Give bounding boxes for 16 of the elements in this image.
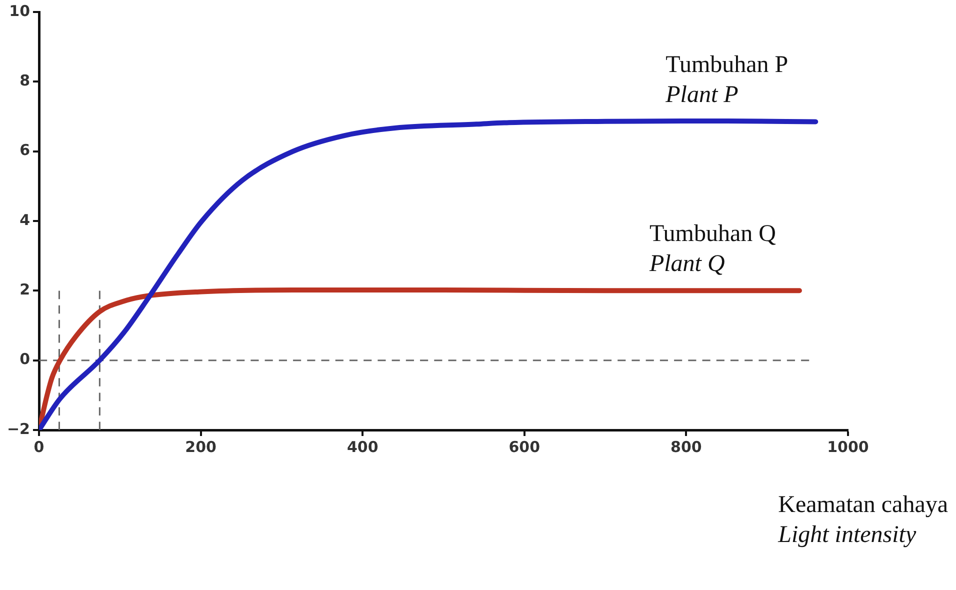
x-tick-label: 400 — [346, 438, 378, 456]
x-tick-label: 800 — [670, 438, 702, 456]
x-axis-title: Keamatan cahaya Light intensity — [778, 491, 948, 550]
x-tick-label: 600 — [508, 438, 540, 456]
x-tick-label: 1000 — [827, 438, 869, 456]
y-tick-label: 4 — [20, 210, 30, 229]
y-tick-label: 6 — [20, 141, 30, 160]
y-tick-label: 8 — [20, 72, 30, 90]
x-tick-label: 200 — [185, 438, 216, 456]
y-tick-label: 10 — [9, 2, 30, 20]
y-tick-label: 0 — [20, 350, 30, 368]
series-label: Tumbuhan Q Plant Q — [649, 220, 776, 279]
y-tick-label: −2 — [6, 420, 30, 438]
y-tick-label: 2 — [20, 280, 30, 299]
series-label: Tumbuhan P Plant P — [666, 50, 788, 110]
x-tick-label: 0 — [34, 438, 44, 456]
